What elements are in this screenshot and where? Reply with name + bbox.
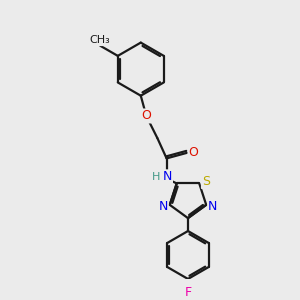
Text: N: N <box>208 200 218 213</box>
Text: S: S <box>202 175 210 188</box>
Text: F: F <box>184 286 191 299</box>
Text: N: N <box>158 200 168 213</box>
Text: CH₃: CH₃ <box>90 35 111 45</box>
Text: O: O <box>141 110 151 122</box>
Text: N: N <box>163 170 172 183</box>
Text: O: O <box>189 146 198 159</box>
Text: H: H <box>152 172 160 182</box>
